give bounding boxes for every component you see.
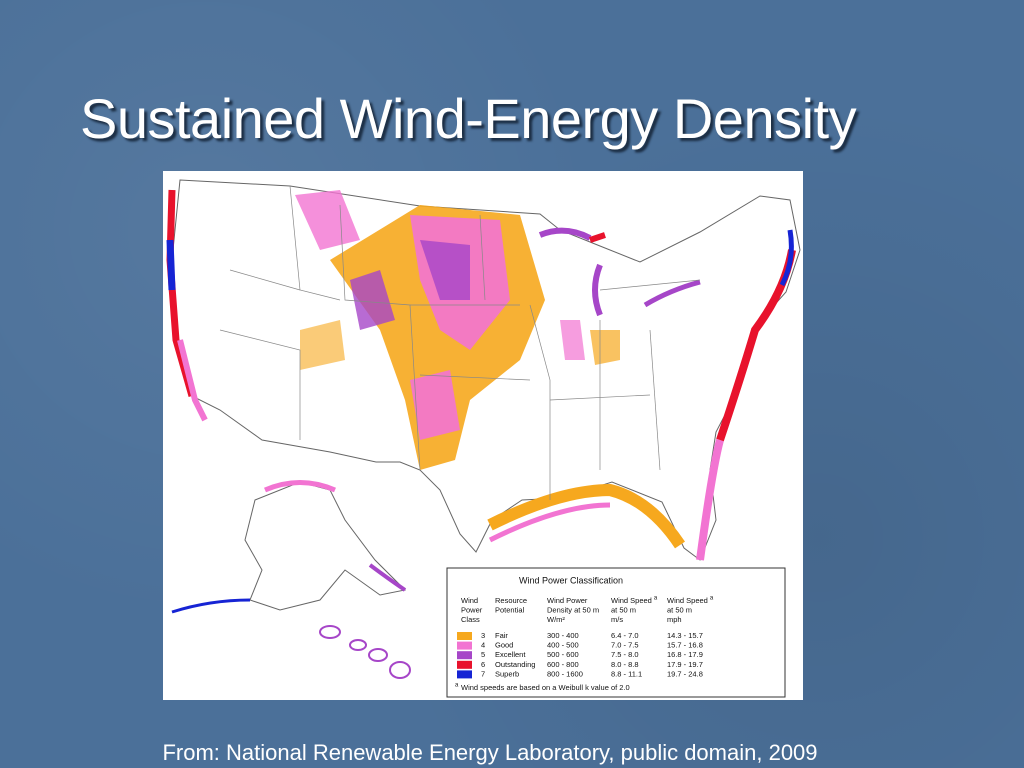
legend-cell: 6: [481, 660, 485, 669]
legend-cell: Good: [495, 641, 513, 650]
coast: [177, 339, 208, 422]
legend-cell: 14.3 - 15.7: [667, 631, 703, 640]
source-note: From: National Renewable Energy Laborato…: [162, 740, 818, 765]
legend-cell: 19.7 - 24.8: [667, 669, 703, 678]
slide-title: Sustained Wind-Energy Density: [80, 87, 857, 150]
footnote-marker: a: [455, 683, 459, 689]
coast: [592, 263, 603, 317]
legend-cell: 6.4 - 7.0: [611, 631, 639, 640]
footnote-marker: a: [710, 596, 714, 602]
legend-cell: Superb: [495, 669, 519, 678]
footnote: Wind speeds are based on a Weibull k val…: [461, 683, 630, 692]
coast: [779, 229, 794, 287]
coast: [643, 279, 701, 308]
legend-header: m/s: [611, 615, 623, 624]
legend-header: at 50 m: [667, 605, 692, 614]
wind-area: [420, 240, 470, 300]
legend-cell: 17.9 - 19.7: [667, 660, 703, 669]
legend-header: at 50 m: [611, 605, 636, 614]
wind-area: [410, 370, 460, 440]
state-line: [229, 269, 301, 291]
land: [244, 481, 407, 611]
legend-swatch: [457, 641, 472, 650]
legend-cell: 600 - 800: [547, 660, 579, 669]
island: [349, 639, 367, 651]
wind-area: [300, 320, 345, 370]
legend-swatch: [457, 660, 472, 669]
coast: [538, 227, 592, 241]
legend-cell: 4: [481, 641, 485, 650]
legend-cell: 400 - 500: [547, 641, 579, 650]
coast: [488, 502, 611, 543]
state-line: [599, 279, 701, 291]
island: [368, 648, 388, 662]
footnote-marker: a: [654, 596, 658, 602]
coast: [368, 563, 407, 592]
legend-header: Wind Speed: [611, 596, 652, 605]
legend-box: [446, 567, 786, 698]
legend-header: Density at 50 m: [547, 605, 599, 614]
legend-cell: 7: [481, 669, 485, 678]
state-line: [649, 329, 661, 471]
legend-swatch: [457, 670, 472, 679]
legend-cell: 7.0 - 7.5: [611, 641, 639, 650]
legend-cell: 5: [481, 650, 485, 659]
legend-cell: Fair: [495, 631, 508, 640]
legend-cell: 800 - 1600: [547, 669, 583, 678]
coast: [696, 438, 724, 561]
legend-cell: 8.8 - 11.1: [611, 669, 642, 678]
island: [389, 661, 411, 679]
legend-cell: 300 - 400: [547, 631, 579, 640]
wind-area: [560, 320, 585, 360]
coast: [264, 480, 336, 493]
map-shapes: [166, 179, 801, 679]
legend-cell: Excellent: [495, 650, 526, 659]
wind-area: [590, 330, 620, 365]
legend-header: Wind: [461, 596, 478, 605]
island: [319, 625, 341, 639]
legend-cell: 16.8 - 17.9: [667, 650, 703, 659]
legend-header: Power: [461, 605, 483, 614]
legend-header: Potential: [495, 605, 525, 614]
state-line: [529, 304, 551, 500]
state-line: [479, 214, 486, 301]
legend-header: Wind Power: [547, 596, 588, 605]
legend-header: Resource: [495, 596, 527, 605]
coast: [487, 483, 685, 549]
state-line: [219, 329, 301, 440]
coast: [171, 598, 251, 614]
wind-area: [350, 270, 395, 330]
legend-swatch: [457, 632, 472, 640]
legend-header: Wind Speed: [667, 596, 708, 605]
legend-cell: Outstanding: [495, 660, 535, 669]
legend-title: Wind Power Classification: [519, 575, 623, 585]
legend-cell: 8.0 - 8.8: [611, 660, 639, 669]
legend-swatch: [457, 651, 472, 660]
coast: [166, 239, 176, 291]
coast: [589, 232, 606, 243]
legend-header: mph: [667, 615, 682, 624]
state-line: [339, 204, 421, 471]
legend-cell: 3: [481, 631, 485, 640]
legend-header: Class: [461, 615, 480, 624]
state-line: [419, 374, 531, 381]
legend-cell: 500 - 600: [547, 650, 579, 659]
legend-cell: 7.5 - 8.0: [611, 650, 639, 659]
legend-cell: 15.7 - 16.8: [667, 641, 703, 650]
legend-header: W/m²: [547, 615, 565, 624]
wind-area: [295, 190, 360, 250]
